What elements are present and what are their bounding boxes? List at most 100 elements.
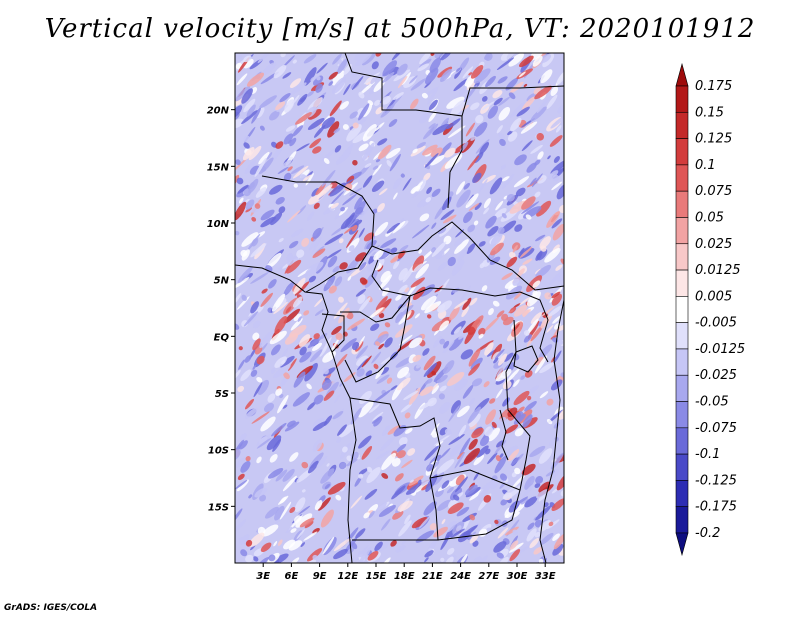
velocity-cell bbox=[510, 101, 525, 118]
velocity-cell bbox=[431, 241, 447, 257]
velocity-cell bbox=[404, 287, 410, 293]
velocity-cell bbox=[327, 321, 345, 333]
velocity-cell bbox=[504, 424, 519, 434]
velocity-cell bbox=[371, 417, 382, 424]
velocity-cell bbox=[381, 557, 391, 563]
velocity-cell bbox=[521, 463, 536, 476]
velocity-cell bbox=[378, 505, 396, 517]
velocity-cell bbox=[501, 213, 507, 219]
velocity-cell bbox=[497, 227, 505, 235]
velocity-cell bbox=[390, 540, 397, 547]
velocity-cell bbox=[447, 125, 466, 138]
velocity-cell bbox=[270, 212, 283, 226]
velocity-cell bbox=[279, 496, 287, 504]
velocity-cell bbox=[534, 531, 541, 538]
velocity-cell bbox=[299, 351, 312, 363]
velocity-cell bbox=[309, 238, 318, 251]
velocity-cell bbox=[467, 406, 481, 424]
velocity-cell bbox=[358, 468, 368, 475]
velocity-cell bbox=[544, 248, 561, 263]
velocity-cell bbox=[340, 338, 357, 353]
velocity-cell bbox=[521, 196, 536, 210]
velocity-cell bbox=[507, 407, 518, 418]
velocity-cell bbox=[535, 234, 546, 242]
velocity-cell bbox=[446, 486, 454, 494]
velocity-cell bbox=[250, 369, 258, 377]
velocity-cell bbox=[536, 489, 548, 499]
velocity-cell bbox=[513, 303, 521, 308]
velocity-cell bbox=[553, 156, 560, 163]
velocity-cell bbox=[254, 203, 261, 209]
velocity-cell bbox=[256, 456, 262, 464]
lat-tick-label: 10S bbox=[208, 446, 229, 457]
velocity-cell bbox=[273, 541, 278, 547]
velocity-cell bbox=[514, 467, 521, 475]
velocity-cell bbox=[316, 62, 328, 74]
velocity-cell bbox=[504, 526, 519, 536]
velocity-cell bbox=[237, 385, 245, 392]
lat-tick-label: 20N bbox=[207, 106, 230, 117]
velocity-cell bbox=[522, 414, 533, 428]
velocity-cell bbox=[454, 379, 468, 391]
velocity-cell bbox=[320, 509, 334, 528]
velocity-cell bbox=[495, 417, 507, 430]
velocity-cell bbox=[392, 260, 400, 270]
velocity-cell bbox=[470, 102, 480, 111]
velocity-cell bbox=[468, 363, 480, 376]
velocity-cell bbox=[465, 193, 479, 209]
velocity-cell bbox=[536, 132, 545, 141]
velocity-cell bbox=[260, 416, 276, 432]
colorbar-label: 0.005 bbox=[695, 289, 732, 304]
velocity-cell bbox=[420, 295, 437, 311]
velocity-cell bbox=[508, 53, 524, 67]
velocity-cell bbox=[295, 513, 313, 528]
velocity-cell bbox=[468, 348, 481, 367]
velocity-cell bbox=[438, 402, 451, 414]
velocity-cell bbox=[235, 508, 243, 523]
velocity-cell bbox=[397, 366, 410, 379]
velocity-cell bbox=[445, 520, 457, 533]
velocity-cell bbox=[431, 385, 440, 395]
velocity-cell bbox=[309, 138, 322, 149]
velocity-cell bbox=[363, 232, 375, 242]
velocity-cell bbox=[309, 349, 323, 363]
velocity-cell bbox=[442, 196, 452, 211]
velocity-cell bbox=[509, 200, 527, 214]
velocity-cell bbox=[271, 344, 281, 356]
velocity-cell bbox=[423, 172, 431, 181]
velocity-cell bbox=[452, 287, 460, 293]
velocity-cell bbox=[454, 239, 469, 254]
velocity-cell bbox=[391, 53, 404, 61]
velocity-cell bbox=[470, 65, 484, 79]
velocity-cell bbox=[408, 337, 423, 349]
velocity-cell bbox=[347, 218, 359, 228]
velocity-cell bbox=[417, 63, 430, 72]
velocity-cell bbox=[256, 433, 275, 447]
velocity-cell bbox=[235, 159, 241, 166]
velocity-cell bbox=[361, 355, 372, 368]
velocity-cell bbox=[415, 263, 430, 279]
velocity-cell bbox=[433, 433, 452, 446]
velocity-cell bbox=[344, 537, 358, 552]
velocity-cell bbox=[362, 175, 373, 188]
velocity-cell bbox=[468, 438, 478, 450]
velocity-cell bbox=[236, 73, 248, 86]
velocity-cell bbox=[242, 147, 255, 161]
velocity-cell bbox=[534, 191, 541, 198]
velocity-cell bbox=[492, 89, 503, 99]
velocity-cell bbox=[495, 368, 512, 382]
velocity-cell bbox=[548, 170, 559, 180]
colorbar-segment bbox=[675, 138, 689, 166]
velocity-cell bbox=[476, 445, 489, 458]
velocity-cell bbox=[330, 202, 339, 209]
colorbar-segment bbox=[675, 243, 689, 271]
velocity-cell bbox=[523, 330, 530, 336]
colorbar-label: -0.125 bbox=[695, 473, 737, 488]
velocity-cell bbox=[497, 527, 509, 539]
velocity-cell bbox=[448, 434, 465, 445]
velocity-cell bbox=[294, 497, 306, 513]
velocity-cell bbox=[428, 123, 436, 129]
velocity-cell bbox=[243, 58, 254, 69]
velocity-cell bbox=[356, 355, 369, 366]
